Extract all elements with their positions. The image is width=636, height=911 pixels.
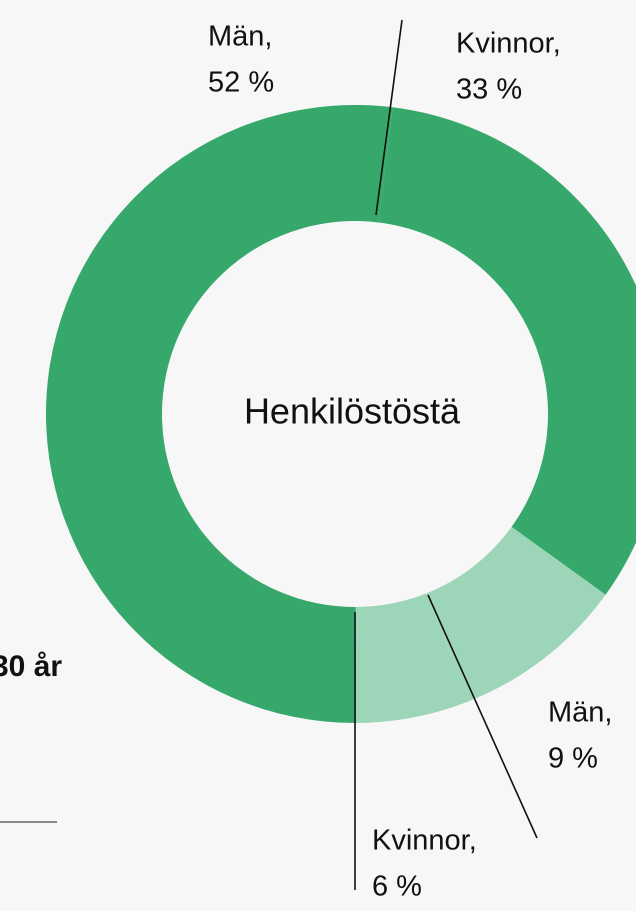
segment-value: 33 %: [456, 74, 522, 106]
segment-name: Kvinnor,: [372, 825, 477, 857]
segment-value: 52 %: [208, 67, 274, 99]
segment-name: Män,: [208, 21, 272, 53]
segment-value: 6 %: [372, 871, 422, 903]
segment-name: Kvinnor,: [456, 28, 561, 60]
donut-segment: [46, 105, 393, 724]
center-label: Henkilöstöstä: [244, 391, 461, 432]
leader-line: [375, 19, 403, 216]
donut: [46, 105, 636, 724]
donut-segment: [355, 593, 470, 723]
side-annotation: 30 år: [0, 650, 62, 683]
donut-segment: [426, 526, 606, 701]
segment-name: Män,: [548, 697, 612, 729]
leader-line: [427, 594, 538, 839]
donut-segment: [378, 107, 636, 595]
segment-value: 9 %: [548, 743, 598, 775]
